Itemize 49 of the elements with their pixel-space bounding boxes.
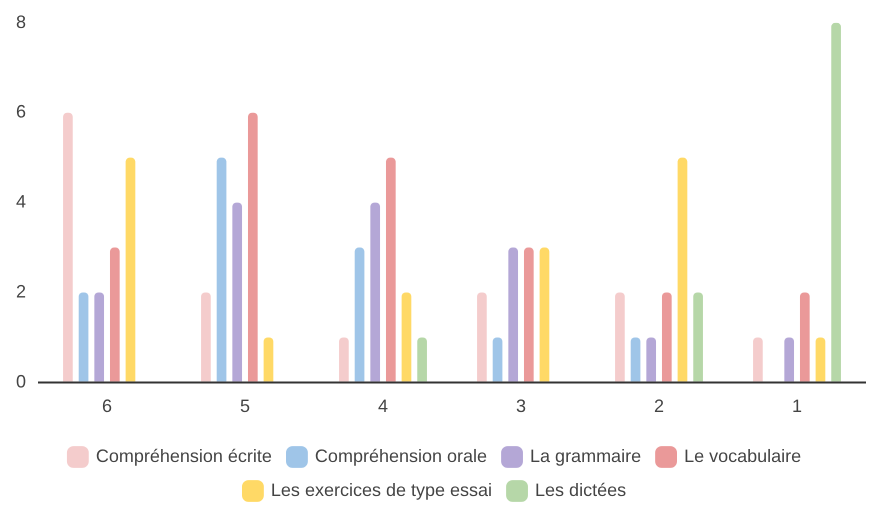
y-tick-label: 4 bbox=[16, 192, 26, 212]
bar bbox=[646, 337, 656, 382]
legend-label: Les exercices de type essai bbox=[270, 480, 492, 500]
bar bbox=[216, 158, 226, 382]
bar bbox=[784, 337, 794, 382]
bar bbox=[615, 292, 625, 382]
y-tick-label: 8 bbox=[16, 12, 26, 32]
bar bbox=[508, 248, 518, 382]
bar bbox=[816, 337, 826, 382]
legend-label: Compréhension écrite bbox=[96, 446, 272, 466]
bar bbox=[232, 202, 242, 382]
bar bbox=[693, 292, 703, 382]
legend-label: Compréhension orale bbox=[314, 446, 488, 466]
bar bbox=[201, 292, 211, 382]
bar bbox=[492, 337, 502, 382]
bar bbox=[678, 158, 688, 382]
x-tick-label: 4 bbox=[378, 396, 388, 416]
bar bbox=[477, 292, 487, 382]
x-tick-label: 1 bbox=[792, 396, 802, 416]
bar bbox=[800, 292, 810, 382]
legend-label: La grammaire bbox=[530, 446, 642, 466]
legend-label: Le vocabulaire bbox=[684, 446, 802, 466]
x-tick-label: 3 bbox=[516, 396, 526, 416]
bar bbox=[63, 112, 73, 382]
bar bbox=[248, 112, 258, 382]
legend-label: Les dictées bbox=[535, 480, 626, 500]
y-tick-label: 0 bbox=[16, 371, 26, 392]
bar bbox=[110, 248, 120, 382]
bar bbox=[94, 292, 104, 382]
x-tick-label: 5 bbox=[240, 396, 250, 416]
y-tick-label: 6 bbox=[16, 102, 26, 122]
bar bbox=[831, 22, 841, 382]
bar bbox=[630, 337, 640, 382]
bar bbox=[524, 248, 534, 382]
bar bbox=[402, 292, 412, 382]
bar bbox=[354, 248, 364, 382]
bar bbox=[370, 202, 380, 382]
y-tick-label: 2 bbox=[16, 281, 26, 302]
bar bbox=[417, 337, 427, 382]
bar bbox=[264, 337, 274, 382]
bar bbox=[339, 337, 349, 382]
x-tick-label: 6 bbox=[102, 396, 112, 416]
bar bbox=[126, 158, 136, 382]
bar bbox=[386, 158, 396, 382]
bar bbox=[662, 292, 672, 382]
bar bbox=[540, 248, 550, 382]
bar bbox=[753, 337, 763, 382]
x-tick-label: 2 bbox=[654, 396, 664, 416]
bar bbox=[78, 292, 88, 382]
